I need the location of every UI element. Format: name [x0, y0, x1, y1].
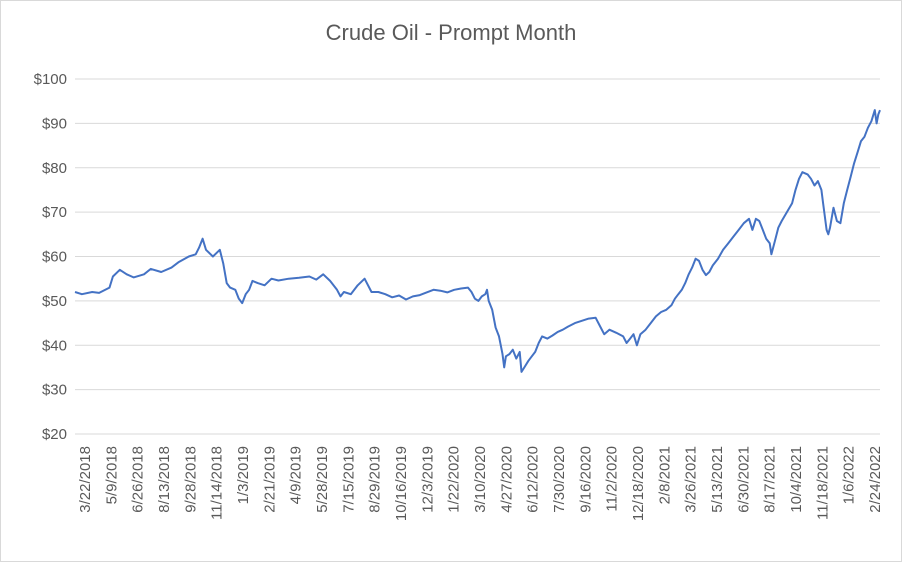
- x-tick-label: 12/18/2020: [630, 446, 647, 521]
- x-tick-label: 8/13/2018: [156, 446, 173, 513]
- x-tick-label: 7/15/2019: [340, 446, 357, 513]
- y-tick-label: $100: [34, 71, 67, 88]
- x-tick-label: 5/28/2019: [314, 446, 331, 513]
- x-tick-label: 3/10/2020: [472, 446, 489, 513]
- x-tick-label: 1/3/2019: [235, 446, 252, 504]
- x-tick-label: 4/9/2019: [288, 446, 305, 504]
- y-tick-label: $60: [42, 249, 67, 266]
- x-tick-label: 8/29/2019: [367, 446, 384, 513]
- y-tick-label: $70: [42, 204, 67, 221]
- y-tick-label: $50: [42, 293, 67, 310]
- x-tick-label: 9/16/2020: [577, 446, 594, 513]
- x-tick-label: 5/9/2018: [103, 446, 120, 504]
- x-tick-label: 1/22/2020: [446, 446, 463, 513]
- y-tick-label: $80: [42, 160, 67, 177]
- x-tick-label: 1/6/2022: [841, 446, 858, 504]
- x-tick-label: 12/3/2019: [419, 446, 436, 513]
- x-tick-label: 4/27/2020: [498, 446, 515, 513]
- x-tick-label: 6/12/2020: [525, 446, 542, 513]
- x-tick-label: 11/2/2020: [604, 446, 621, 512]
- x-tick-label: 5/13/2021: [709, 446, 726, 513]
- y-tick-label: $40: [42, 337, 67, 354]
- x-tick-label: 3/22/2018: [77, 446, 94, 513]
- x-tick-label: 2/8/2021: [656, 446, 673, 504]
- gridlines: [75, 78, 880, 435]
- x-tick-label: 11/14/2018: [209, 446, 226, 520]
- x-tick-label: 3/26/2021: [683, 446, 700, 513]
- x-tick-label: 9/28/2018: [182, 446, 199, 513]
- x-tick-label: 2/21/2019: [261, 446, 278, 513]
- x-tick-label: 11/18/2021: [814, 446, 831, 520]
- y-tick-label: $90: [42, 115, 67, 132]
- y-tick-label: $20: [42, 426, 67, 443]
- x-axis-tick-labels: 3/22/2018 5/9/2018 6/26/2018 8/13/2018 9/28/…: [77, 446, 884, 521]
- x-tick-label: 6/26/2018: [130, 446, 147, 513]
- x-tick-label: 6/30/2021: [735, 446, 752, 513]
- y-axis-tick-labels: $20 $30 $40 $50 $60 $70 $80 $90 $100: [34, 71, 67, 443]
- chart-title: Crude Oil - Prompt Month: [325, 20, 577, 45]
- x-tick-label: 10/4/2021: [788, 446, 805, 513]
- x-tick-label: 8/17/2021: [762, 446, 779, 513]
- x-tick-label: 7/30/2020: [551, 446, 568, 513]
- x-tick-label: 10/16/2019: [393, 446, 410, 521]
- series-line-crude-oil: [74, 109, 881, 373]
- y-tick-label: $30: [42, 382, 67, 399]
- x-tick-label: 2/24/2022: [867, 446, 884, 513]
